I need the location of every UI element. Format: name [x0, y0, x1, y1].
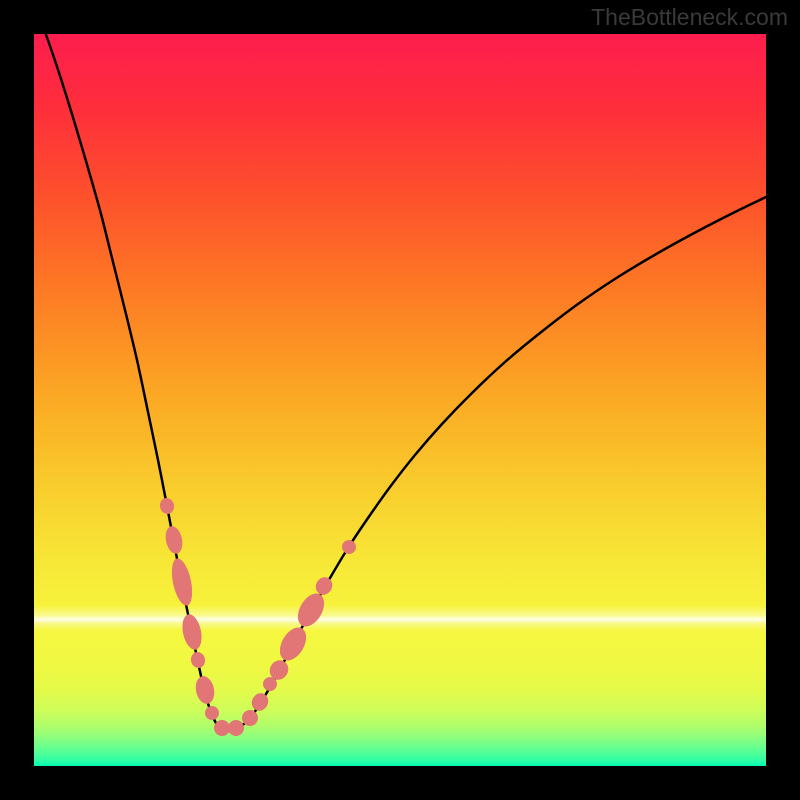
plot-area: [34, 34, 766, 766]
data-marker: [242, 710, 258, 726]
chart-container: TheBottleneck.com: [0, 0, 800, 800]
chart-svg: [0, 0, 800, 800]
data-marker: [228, 720, 244, 736]
watermark-text: TheBottleneck.com: [591, 4, 788, 31]
data-marker: [214, 720, 230, 736]
